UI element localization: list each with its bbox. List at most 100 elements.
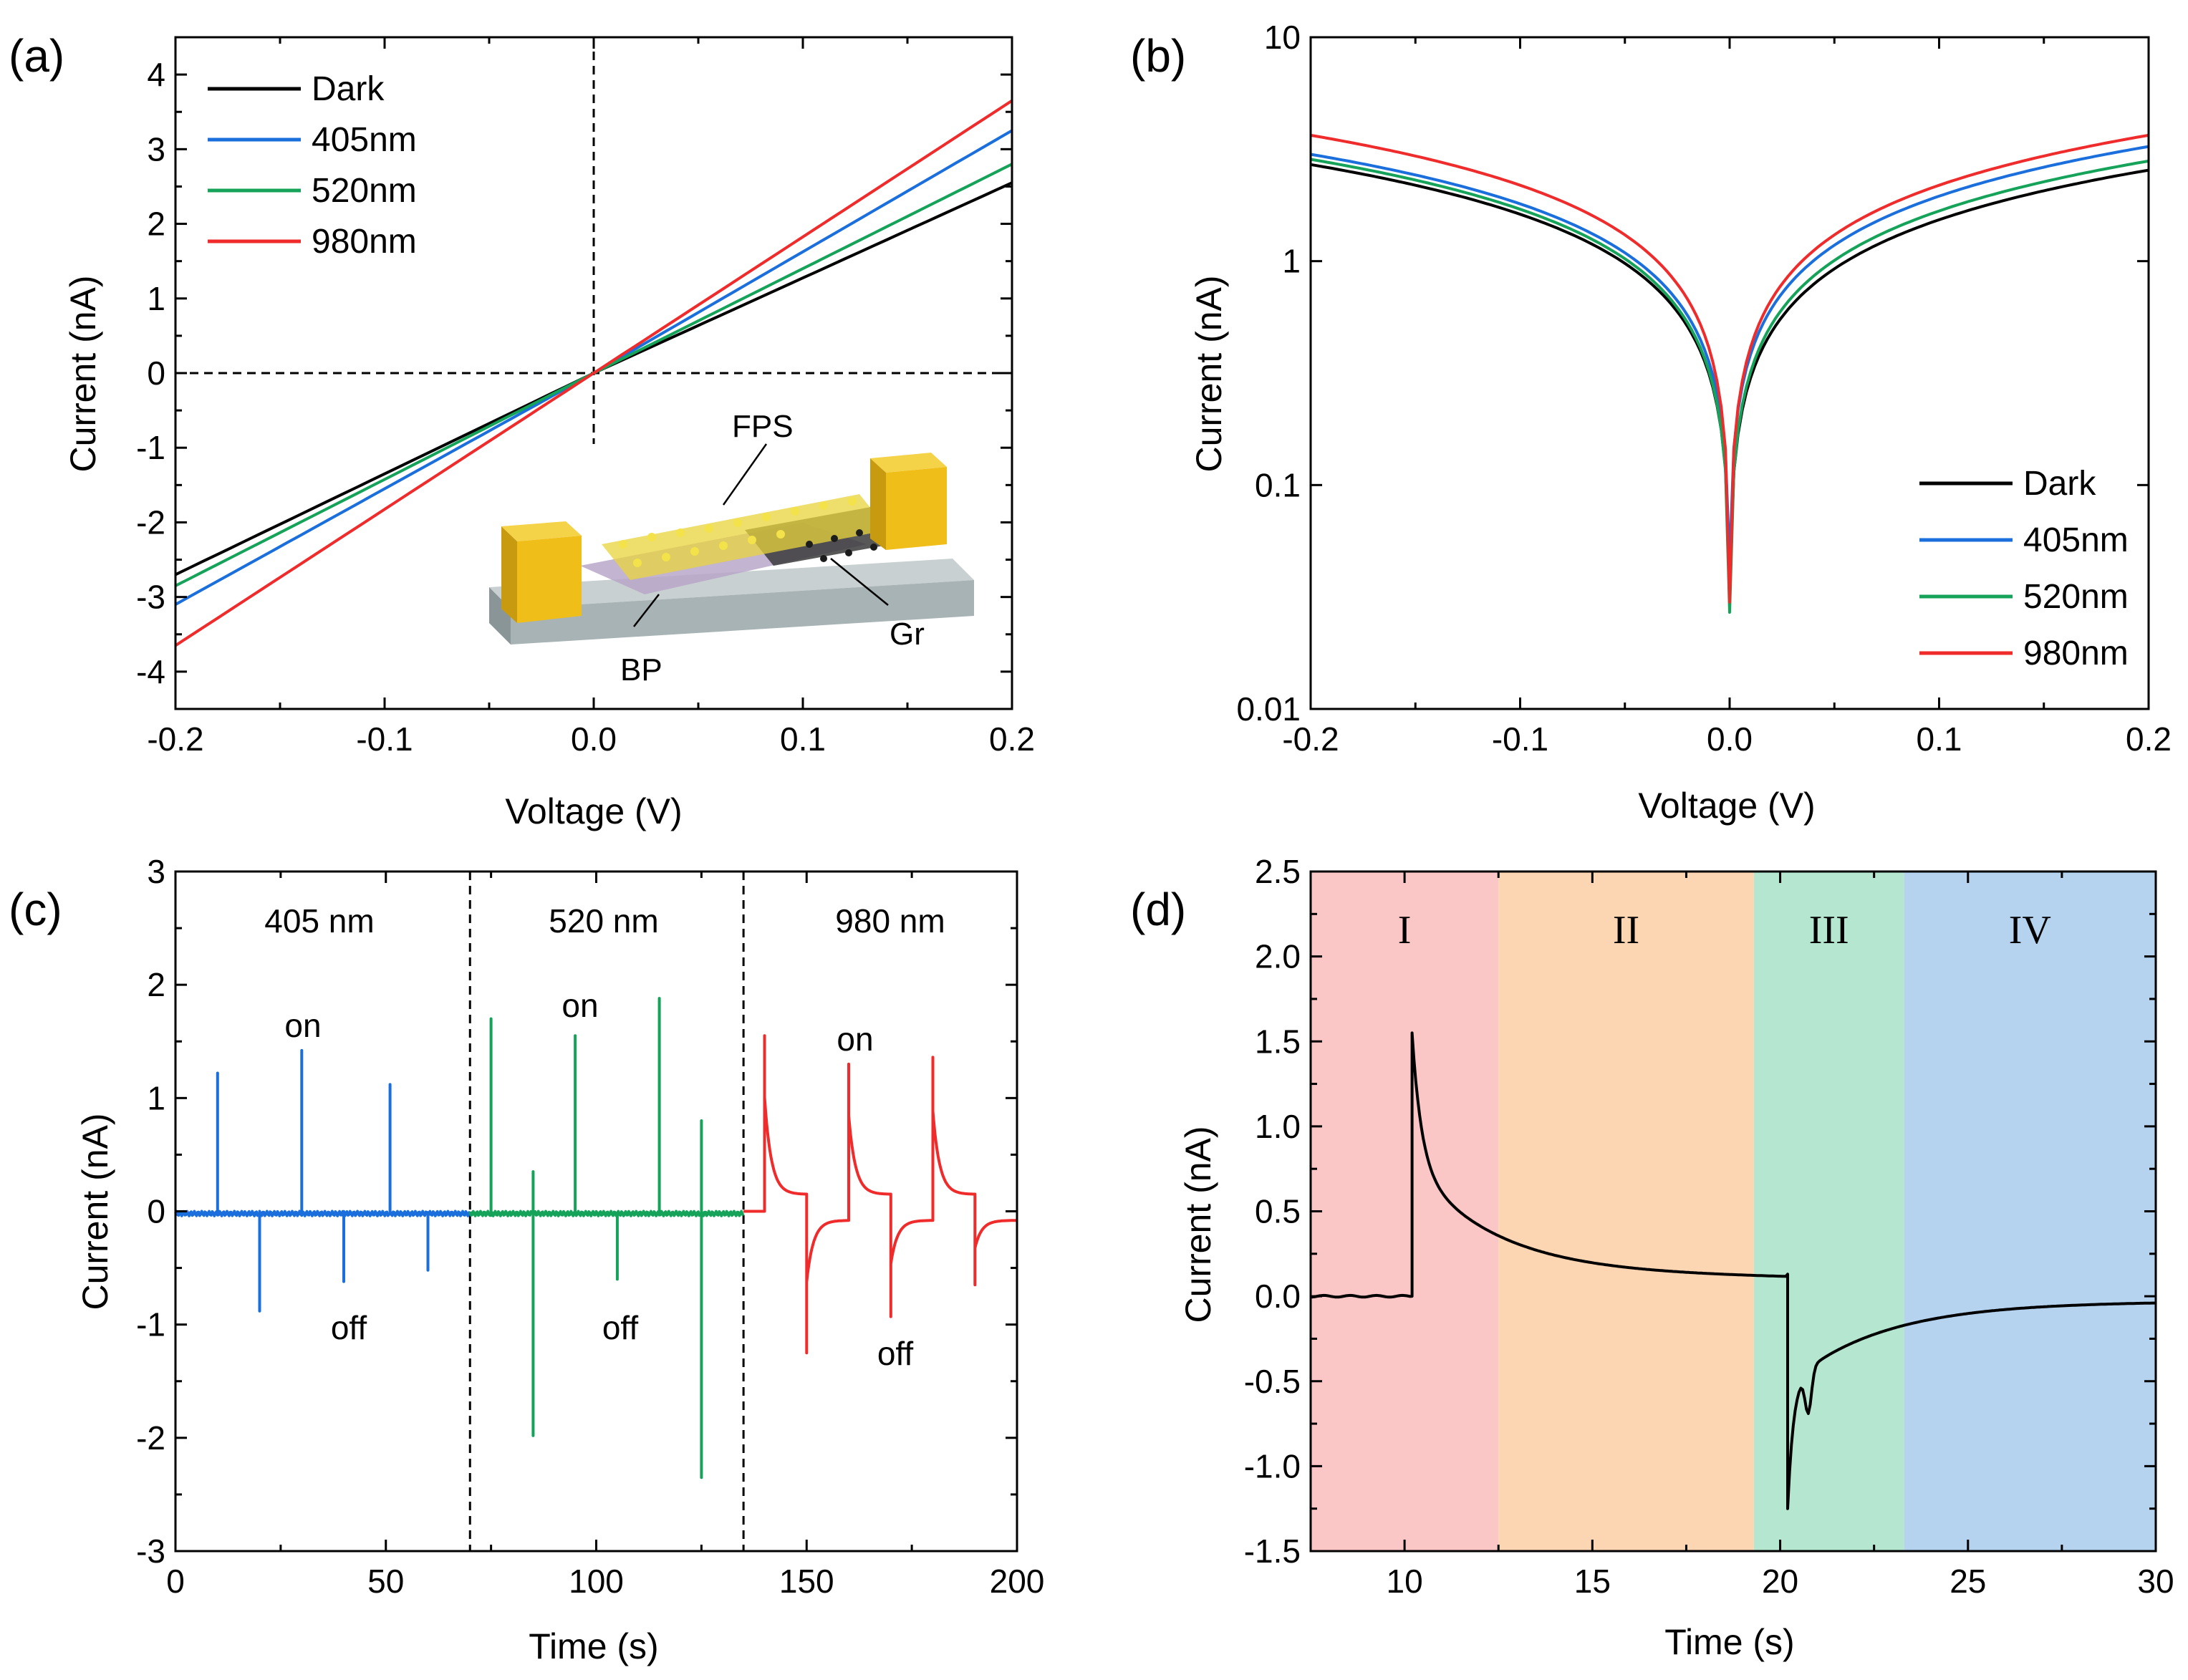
y-axis-label-b: Current (nA) xyxy=(1189,275,1229,472)
section-label-405: 405 nm xyxy=(264,902,374,940)
y-tick-label: 4 xyxy=(147,56,165,93)
series-line-980 nm xyxy=(743,1034,1018,1355)
y-axis-label-a: Current (nA) xyxy=(63,275,103,472)
legend-label: Dark xyxy=(2023,465,2096,503)
x-tick-label: -0.2 xyxy=(147,720,203,758)
y-tick-label: -2 xyxy=(136,1419,165,1457)
on-label-520: on xyxy=(562,987,598,1024)
x-tick-label: 100 xyxy=(569,1563,624,1600)
y-tick-label: 0.5 xyxy=(1255,1193,1301,1230)
y-tick-label: -1.5 xyxy=(1244,1532,1301,1570)
y-tick-label: -3 xyxy=(136,1532,165,1570)
x-axis-label-c: Time (s) xyxy=(529,1626,658,1666)
y-tick-label: -1.0 xyxy=(1244,1447,1301,1485)
x-tick-label: -0.1 xyxy=(356,720,413,758)
y-tick-label: -3 xyxy=(136,579,165,616)
region-II xyxy=(1498,872,1754,1551)
x-tick-label: 0.2 xyxy=(2126,720,2172,758)
device-schematic: FPS Gr BP xyxy=(489,409,974,687)
on-label-980: on xyxy=(837,1020,873,1058)
legend-label: 405nm xyxy=(312,121,417,159)
inset-label-bp: BP xyxy=(620,652,662,687)
region-label-II: II xyxy=(1613,908,1639,952)
legend-label: 520nm xyxy=(2023,578,2129,616)
series-line-current xyxy=(1310,1031,2156,1510)
y-tick-label: 0 xyxy=(147,354,165,392)
y-tick-label: 1.5 xyxy=(1255,1023,1301,1060)
y-tick-label: 0.1 xyxy=(1255,466,1301,503)
series-line-405 nm xyxy=(174,1048,471,1313)
x-tick-label: 0.2 xyxy=(989,720,1035,758)
y-tick-label: 1 xyxy=(1282,243,1301,280)
off-label-980: off xyxy=(877,1335,914,1372)
series-line-520 nm xyxy=(468,997,745,1479)
inset-label-fps: FPS xyxy=(732,409,794,444)
region-IV xyxy=(1904,872,2156,1551)
section-label-980: 980 nm xyxy=(835,902,945,940)
x-tick-label: 0.1 xyxy=(1917,720,1962,758)
region-I xyxy=(1311,872,1499,1551)
panel-label-b: (b) xyxy=(1130,30,1186,82)
legend-label: 980nm xyxy=(312,223,417,261)
y-tick-label: 1.0 xyxy=(1255,1108,1301,1145)
series-line-980nm xyxy=(174,99,1013,647)
y-tick-label: 2.0 xyxy=(1255,938,1301,975)
series-line-520nm xyxy=(1310,158,2149,614)
y-tick-label: 2.5 xyxy=(1255,853,1301,890)
y-tick-label: 0.01 xyxy=(1236,690,1301,728)
y-tick-label: -2 xyxy=(136,503,165,541)
y-tick-label: -1 xyxy=(136,1306,165,1343)
x-tick-label: 0.1 xyxy=(780,720,826,758)
chart-b: -0.2 -0.1 0.0 0.1 0.2 0.01 0.1 1 10 Dark 405nm 520… xyxy=(1189,19,2172,826)
x-tick-label: 25 xyxy=(1950,1563,1986,1600)
y-tick-label: -4 xyxy=(136,653,165,690)
region-label-I: I xyxy=(1398,908,1412,952)
x-tick-label: -0.1 xyxy=(1492,720,1548,758)
on-label-405: on xyxy=(284,1007,321,1044)
inset-label-gr: Gr xyxy=(890,617,925,652)
x-tick-label: 15 xyxy=(1574,1563,1611,1600)
x-tick-label: 200 xyxy=(990,1563,1045,1600)
y-tick-label: 3 xyxy=(147,853,165,890)
y-tick-label: 0 xyxy=(147,1193,165,1230)
panel-label-d: (d) xyxy=(1130,884,1186,935)
region-label-IV: IV xyxy=(2009,908,2051,952)
x-axis-label-b: Voltage (V) xyxy=(1638,786,1815,826)
x-tick-label: 30 xyxy=(2137,1563,2174,1600)
x-tick-label: 0.0 xyxy=(571,720,617,758)
x-tick-label: 150 xyxy=(779,1563,834,1600)
y-tick-label: -1 xyxy=(136,429,165,466)
x-tick-label: 0 xyxy=(166,1563,185,1600)
section-label-520: 520 nm xyxy=(549,902,658,940)
y-tick-label: 1 xyxy=(147,280,165,317)
region-III xyxy=(1753,872,1904,1551)
off-label-405: off xyxy=(331,1309,367,1346)
y-tick-label: 10 xyxy=(1264,19,1301,56)
panel-label-a: (a) xyxy=(9,30,64,82)
off-label-520: off xyxy=(602,1309,639,1346)
x-tick-label: -0.2 xyxy=(1282,720,1339,758)
x-tick-label: 20 xyxy=(1762,1563,1798,1600)
y-tick-label: 2 xyxy=(147,206,165,243)
chart-c: 0 50 100 150 200 -3 -2 -1 0 1 2 3 405 nm 520 nm 980… xyxy=(75,853,1044,1666)
y-tick-label: 0.0 xyxy=(1255,1278,1301,1315)
chart-d: I II III IV 10 15 20 25 30-1.5-1.0-0.50.00.51.0… xyxy=(1178,853,2174,1662)
y-tick-label: 1 xyxy=(147,1079,165,1116)
legend-label: 520nm xyxy=(312,172,417,210)
x-tick-label: 50 xyxy=(367,1563,404,1600)
legend-label: Dark xyxy=(312,70,385,108)
y-tick-label: 2 xyxy=(147,966,165,1003)
legend-label: 405nm xyxy=(2023,521,2129,559)
chart-a: FPS Gr BP -0.2 -0.1 0.0 0.1 0.2 -4 -3 -2 -1 0 1 2 3 4… xyxy=(63,36,1035,831)
region-label-III: III xyxy=(1809,908,1849,952)
y-axis-label-c: Current (nA) xyxy=(75,1113,115,1310)
x-axis-label-d: Time (s) xyxy=(1664,1622,1794,1662)
panel-label-c: (c) xyxy=(9,884,62,935)
x-axis-label-a: Voltage (V) xyxy=(505,791,682,831)
y-tick-label: 3 xyxy=(147,130,165,168)
x-tick-label: 0.0 xyxy=(1707,720,1753,758)
series-line-980nm xyxy=(1310,133,2149,604)
legend-label: 980nm xyxy=(2023,634,2129,672)
y-tick-label: -0.5 xyxy=(1244,1363,1301,1400)
